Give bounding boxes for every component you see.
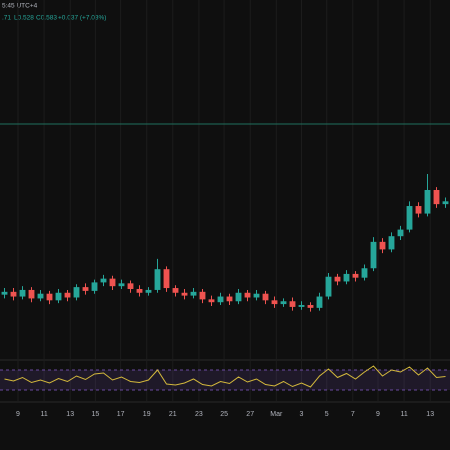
candle-body — [1, 291, 8, 295]
x-tick-label: 23 — [195, 411, 203, 418]
x-tick-label: 11 — [40, 411, 47, 418]
candle-body — [388, 236, 395, 250]
candle-body — [253, 293, 260, 298]
candle-body — [10, 291, 17, 297]
candle-body — [55, 292, 62, 301]
candle-body — [91, 282, 98, 291]
candle-body — [334, 276, 341, 282]
header-ohlc: +0.037 (+7.03%) — [58, 15, 106, 22]
candle-body — [352, 273, 359, 278]
candle-body — [136, 289, 143, 293]
candle-body — [226, 296, 233, 302]
candle-body — [343, 273, 350, 282]
candle-body — [262, 293, 269, 301]
x-tick-label: 7 — [351, 411, 355, 418]
oscillator-line — [4, 365, 446, 388]
header-time: 5:45 UTC+4 — [2, 3, 38, 10]
candle-body — [208, 299, 215, 303]
candle-body — [442, 201, 449, 205]
x-tick-label: 3 — [300, 411, 304, 418]
candle-body — [361, 268, 368, 278]
candle-body — [271, 300, 278, 305]
candle-body — [289, 301, 296, 307]
candle-body — [118, 283, 125, 287]
x-tick-label: 21 — [169, 411, 177, 418]
candle-body — [109, 278, 116, 287]
candle-body — [424, 190, 431, 214]
x-tick-label: 5 — [325, 411, 329, 418]
x-tick-label: 19 — [143, 411, 151, 418]
header-ohlc: C0.583 — [36, 15, 57, 22]
candle-body — [82, 287, 89, 291]
candle-body — [379, 241, 386, 250]
candle-body — [28, 289, 35, 299]
x-tick-label: 27 — [246, 411, 254, 418]
x-tick-label: 25 — [220, 411, 228, 418]
candle-body — [298, 305, 305, 307]
candle-body — [190, 291, 197, 296]
candle-body — [154, 269, 161, 290]
candle-body — [172, 288, 179, 293]
candle-body — [217, 296, 224, 303]
header-ohlc: L0.528 — [14, 15, 34, 22]
candle-body — [280, 301, 287, 305]
candle-body — [307, 305, 314, 308]
candle-body — [181, 292, 188, 296]
candle-body — [145, 289, 152, 293]
candle-body — [127, 283, 134, 289]
candle-body — [64, 292, 71, 298]
candle-body — [316, 296, 323, 308]
candle-body — [235, 292, 242, 302]
x-tick-label: 11 — [400, 411, 407, 418]
candle-body — [19, 289, 26, 297]
x-tick-label: 15 — [92, 411, 100, 418]
candle-body — [100, 278, 107, 283]
candle-body — [199, 291, 206, 300]
band-fill — [0, 370, 450, 390]
candle-body — [244, 292, 251, 298]
candle-body — [370, 241, 377, 269]
candle-body — [433, 190, 440, 205]
candle-body — [37, 293, 44, 299]
candle-body — [46, 293, 53, 301]
candle-body — [406, 206, 413, 230]
x-tick-label: 13 — [66, 411, 74, 418]
candle-body — [397, 229, 404, 237]
x-tick-label: 9 — [376, 411, 380, 418]
candle-body — [73, 287, 80, 298]
header-ohlc: .71 — [2, 15, 11, 22]
x-tick-label: 9 — [16, 411, 20, 418]
x-tick-label: Mar — [270, 411, 283, 418]
candle-body — [415, 206, 422, 214]
x-tick-label: 13 — [426, 411, 434, 418]
candle-body — [325, 276, 332, 297]
candle-body — [163, 269, 170, 289]
x-tick-label: 17 — [117, 411, 125, 418]
